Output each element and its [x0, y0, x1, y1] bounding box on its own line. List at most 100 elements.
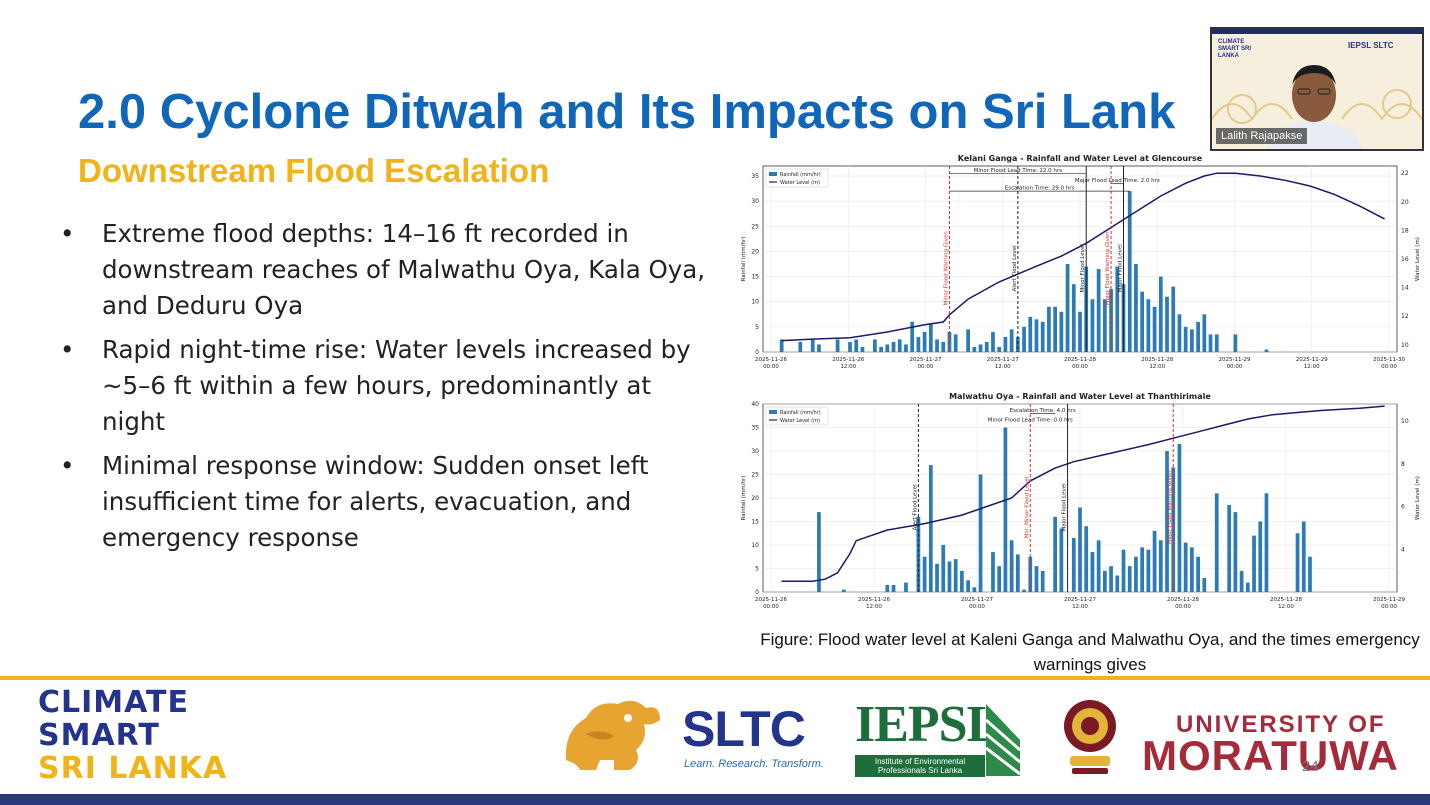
y2-tick-label: 20 — [1401, 199, 1409, 206]
y-tick-label: 20 — [751, 248, 759, 255]
rainfall-bar — [1022, 589, 1026, 592]
rainfall-bar — [904, 582, 908, 592]
rainfall-bar — [991, 552, 995, 592]
malwathu-oya-chart: Malwathu Oya - Rainfall and Water Level … — [741, 392, 1421, 610]
rainfall-bar — [891, 584, 896, 592]
x-tick-label: 00:00 — [763, 604, 779, 610]
rainfall-bar — [1003, 427, 1008, 592]
x-tick-label: 2025-11-29 — [1219, 357, 1251, 363]
rainfall-bar — [1109, 566, 1113, 592]
rainfall-bar — [1134, 264, 1138, 352]
rainfall-bar — [1009, 329, 1014, 352]
bullet-item: • Rapid night-time rise: Water levels inc… — [60, 332, 710, 440]
rainfall-bar — [1084, 526, 1089, 592]
rainfall-bar — [1090, 552, 1095, 592]
rainfall-bar — [941, 545, 946, 592]
rainfall-bar — [1208, 334, 1213, 352]
rainfall-bar — [1121, 549, 1126, 592]
rainfall-bar — [997, 566, 1002, 592]
warning-label: Major Flood Warning Given — [1167, 470, 1173, 544]
x-tick-label: 2025-11-26 — [832, 357, 864, 363]
rainfall-bar — [891, 341, 896, 352]
rainfall-bar — [1214, 334, 1219, 352]
rainfall-bar — [1053, 516, 1058, 592]
rainfall-bar — [810, 339, 815, 352]
chart-legend: Rainfall (mm/hr) Water Level (m) — [765, 168, 829, 188]
bullet-text: Minimal response window: Sudden onset le… — [102, 451, 649, 552]
rainfall-bar — [1009, 540, 1014, 592]
x-tick-label: 2025-11-27 — [961, 597, 993, 603]
rainfall-bar — [1152, 306, 1157, 352]
warning-label: Alert Flood Level — [1012, 245, 1018, 291]
rainfall-bar — [1152, 530, 1157, 592]
warning-label: Major Flood Level — [1118, 244, 1124, 293]
rainfall-bar — [978, 474, 983, 592]
x-tick-label: 2025-11-27 — [910, 357, 942, 363]
y2-tick-label: 6 — [1401, 504, 1405, 511]
rainfall-bar — [897, 339, 902, 352]
y2-tick-label: 12 — [1401, 313, 1409, 320]
rainfall-bar — [1183, 326, 1188, 352]
y-axis-label: Rainfall (mm/hr) — [741, 476, 747, 521]
rainfall-bar — [1258, 521, 1263, 592]
rainfall-bar — [1245, 582, 1250, 592]
rainfall-bar — [1196, 556, 1200, 592]
x-tick-label: 00:00 — [1227, 364, 1243, 370]
water-level-line — [781, 405, 1385, 583]
rainfall-bar — [1202, 314, 1207, 352]
y-tick-label: 0 — [755, 589, 759, 596]
x-tick-label: 2025-11-26 — [755, 357, 787, 363]
webcam-banner-text: CLIMATE SMART SRI LANKA — [1218, 39, 1251, 59]
rainfall-bar — [916, 336, 921, 352]
x-tick-label: 12:00 — [840, 364, 856, 370]
y-axis-label: Rainfall (mm/hr) — [741, 237, 747, 282]
rainfall-bar — [1034, 319, 1039, 352]
legend-swatch-rain — [769, 172, 777, 176]
slide-title: 2.0 Cyclone Ditwah and Its Impacts on Sr… — [78, 85, 1176, 139]
rainfall-bar — [1264, 349, 1269, 352]
x-tick-label: 2025-11-28 — [1270, 597, 1302, 603]
x-tick-label: 2025-11-26 — [858, 597, 890, 603]
rainfall-bar — [1040, 570, 1045, 592]
y2-axis-label: Water Level (m) — [1415, 237, 1421, 281]
rainfall-bar — [960, 570, 964, 592]
bullet-text: Extreme flood depths: 14–16 ft recorded … — [102, 219, 706, 320]
y-tick-label: 5 — [755, 324, 759, 331]
footer-bar — [0, 794, 1430, 805]
x-tick-label: 12:00 — [1149, 364, 1165, 370]
y2-tick-label: 14 — [1401, 285, 1409, 292]
rainfall-bar — [1190, 329, 1194, 352]
x-tick-label: 2025-11-29 — [1296, 357, 1328, 363]
slide-subtitle: Downstream Flood Escalation — [78, 152, 550, 189]
legend-box — [765, 168, 829, 188]
annotation-label: Escalation Time: 29.0 hrs — [1005, 186, 1075, 192]
y-tick-label: 30 — [751, 198, 759, 205]
rainfall-bar — [1177, 443, 1182, 592]
rainfall-bar — [1096, 540, 1101, 592]
x-tick-label: 2025-11-26 — [755, 597, 787, 603]
webcam-overlay[interactable]: CLIMATE SMART SRI LANKA IEPSL SLTC Lalit… — [1210, 27, 1424, 151]
bullet-list: • Extreme flood depths: 14–16 ft recorded… — [60, 216, 710, 564]
rainfall-bar — [1028, 316, 1033, 352]
logo-line: SMART — [38, 718, 160, 753]
y-tick-label: 30 — [751, 448, 759, 455]
rainfall-bar — [1171, 286, 1176, 352]
lion-emblem-icon — [565, 700, 660, 770]
rainfall-bar — [922, 331, 927, 352]
rainfall-bar — [966, 580, 970, 592]
warning-label: Major Flood Warning Given — [1105, 231, 1111, 305]
x-tick-label: 00:00 — [918, 364, 934, 370]
rainfall-bar — [854, 339, 859, 352]
y-tick-label: 10 — [751, 299, 759, 306]
legend-box — [765, 406, 829, 426]
rainfall-bar — [1090, 299, 1095, 352]
y2-tick-label: 8 — [1401, 461, 1405, 468]
climate-smart-logo: CLIMATE SMART SRI LANKA — [38, 686, 227, 785]
rainfall-bar — [1308, 556, 1312, 592]
rainfall-bar — [873, 339, 877, 352]
y-tick-label: 35 — [751, 425, 759, 432]
x-tick-label: 12:00 — [866, 604, 882, 610]
rainfall-bar — [1065, 264, 1070, 352]
warning-label: Major Flood Level — [1062, 483, 1068, 532]
y2-tick-label: 4 — [1401, 546, 1405, 553]
